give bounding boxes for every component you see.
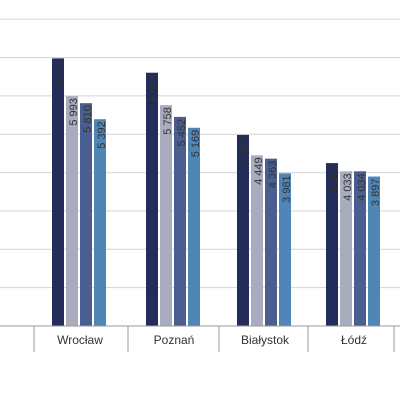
category-label: Białystok [241, 333, 290, 347]
bar [80, 103, 92, 327]
bar [326, 163, 338, 326]
data-label: 4 247 [328, 165, 340, 193]
category-label: Łódź [341, 333, 367, 347]
category-label: Wrocław [57, 333, 103, 347]
data-label: 6 604 [148, 75, 160, 103]
data-label: 5 452 [176, 119, 188, 147]
bar [66, 96, 78, 327]
bar [174, 116, 186, 326]
bar [265, 158, 277, 326]
bar [251, 155, 263, 326]
bar [160, 105, 172, 327]
bar [279, 173, 291, 326]
data-label: 5 810 [82, 105, 94, 133]
bar [188, 127, 200, 326]
data-label: 4 449 [253, 157, 265, 185]
category-label: Poznań [154, 333, 195, 347]
data-label: 5 392 [96, 121, 108, 149]
bar [340, 171, 352, 326]
data-label: 4 363 [267, 161, 279, 189]
data-label: 3 897 [370, 179, 382, 207]
bar [368, 176, 380, 326]
bar [237, 134, 249, 326]
data-label: 5 758 [162, 107, 174, 135]
bar [94, 119, 106, 326]
data-label: 4 033 [342, 173, 354, 201]
data-label: 4 983 [239, 137, 251, 165]
data-label: 6 978 [54, 60, 66, 88]
bar [146, 72, 158, 326]
bar [52, 58, 64, 327]
data-label: 4 034 [356, 173, 368, 201]
data-label: 5 993 [68, 98, 80, 126]
data-label: 5 169 [190, 130, 202, 158]
bar [354, 171, 366, 326]
data-label: 3 981 [281, 175, 293, 203]
